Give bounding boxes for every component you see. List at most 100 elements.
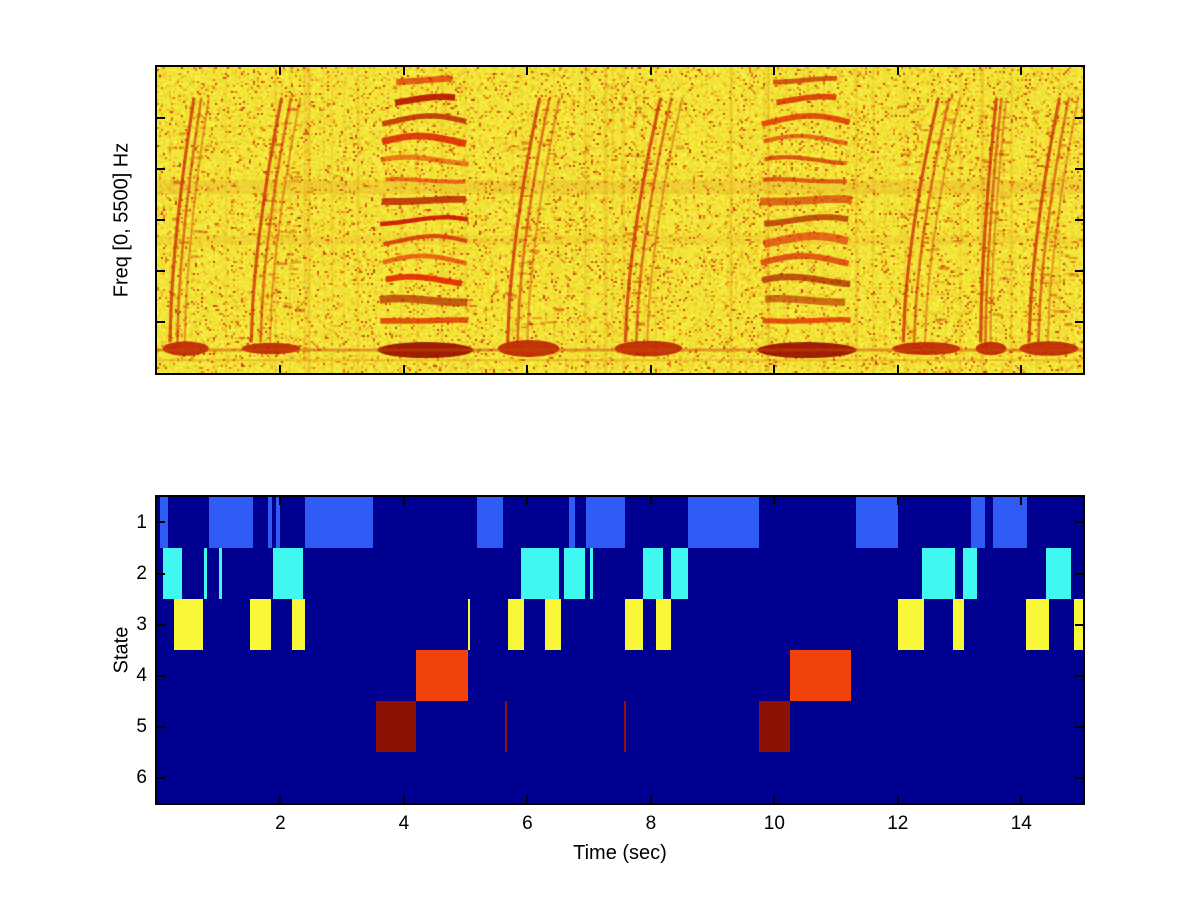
- x-axis-tick: [526, 497, 529, 505]
- state-segment: [174, 599, 204, 650]
- y-tick-label: 2: [136, 562, 147, 584]
- x-axis-tick: [279, 365, 282, 373]
- y-axis-tick: [157, 521, 165, 524]
- x-axis-tick: [1020, 365, 1023, 373]
- y-axis-tick: [157, 725, 165, 728]
- state-segment: [569, 497, 575, 548]
- state-segment: [276, 497, 280, 548]
- state-segment: [467, 599, 470, 650]
- x-axis-tick: [896, 497, 899, 505]
- state-segment: [922, 548, 955, 599]
- x-axis-tick: [649, 67, 652, 75]
- x-axis-tick: [1020, 497, 1023, 505]
- state-segment: [855, 497, 898, 548]
- state-segment: [203, 548, 207, 599]
- x-axis-tick: [773, 365, 776, 373]
- state-segment: [521, 548, 560, 599]
- state-segment: [962, 548, 977, 599]
- x-axis-tick: [279, 795, 282, 803]
- y-tick-label: 1: [136, 511, 147, 533]
- state-segment: [209, 497, 253, 548]
- x-axis-tick: [402, 795, 405, 803]
- x-axis-tick: [649, 497, 652, 505]
- x-tick-label: 10: [763, 813, 785, 834]
- x-axis-tick: [649, 365, 652, 373]
- state-segment: [544, 599, 562, 650]
- state-segment: [970, 497, 986, 548]
- state-segment: [376, 701, 417, 752]
- state-sequence-heatmap: [157, 497, 1083, 803]
- x-tick-label: 6: [522, 813, 533, 834]
- state-segment: [623, 701, 627, 752]
- y-axis-tick: [157, 116, 165, 119]
- y-axis-tick: [157, 776, 165, 779]
- state-segment: [687, 497, 759, 548]
- state-segment: [624, 599, 644, 650]
- y-tick-label: 5: [136, 715, 147, 737]
- state-segment: [416, 650, 469, 701]
- x-tick-label: 12: [887, 813, 909, 834]
- y-axis-tick: [1075, 572, 1083, 575]
- state-segment: [249, 599, 272, 650]
- y-axis-tick: [1075, 776, 1083, 779]
- state-segment: [564, 548, 585, 599]
- state-segment: [671, 548, 688, 599]
- state-segment: [953, 599, 965, 650]
- spectrogram-axes: [155, 65, 1085, 375]
- y-tick-label: 6: [136, 766, 147, 788]
- y-axis-tick: [1075, 269, 1083, 272]
- x-axis-tick: [402, 67, 405, 75]
- x-axis-tick: [773, 67, 776, 75]
- spectrogram-ylabel: Freq [0, 5500] Hz: [110, 142, 133, 298]
- x-axis-tick: [896, 67, 899, 75]
- y-axis-tick: [1075, 623, 1083, 626]
- state-segment: [586, 497, 625, 548]
- y-axis-tick: [157, 674, 165, 677]
- y-axis-tick: [1075, 219, 1083, 221]
- x-axis-tick: [279, 67, 282, 75]
- state-segment: [305, 497, 374, 548]
- x-axis-tick: [896, 365, 899, 373]
- x-axis-tick: [526, 67, 529, 75]
- y-axis-tick: [1075, 674, 1083, 677]
- x-tick-label: 14: [1010, 813, 1032, 834]
- state-segment: [1045, 548, 1071, 599]
- y-axis-tick: [157, 167, 165, 170]
- y-axis-tick: [1075, 321, 1083, 323]
- y-axis-tick: [1075, 167, 1083, 170]
- y-axis-tick: [1075, 725, 1083, 728]
- y-axis-tick: [157, 321, 165, 323]
- state-segment: [1026, 599, 1050, 650]
- x-tick-label: 4: [398, 813, 410, 834]
- x-tick-label: 8: [645, 813, 657, 834]
- x-axis-tick: [526, 795, 529, 803]
- y-axis-tick: [157, 269, 165, 272]
- y-tick-label: 4: [136, 664, 147, 686]
- x-axis-tick: [279, 497, 282, 505]
- state-segment: [590, 548, 594, 599]
- state-segment: [291, 599, 306, 650]
- x-axis-tick: [402, 365, 405, 373]
- state-segment: [897, 599, 924, 650]
- state-segment: [655, 599, 672, 650]
- x-tick-label: 2: [275, 813, 286, 834]
- x-axis-tick: [649, 795, 652, 803]
- y-axis-tick: [157, 623, 165, 626]
- y-axis-tick: [157, 572, 165, 575]
- state-segment: [218, 548, 222, 599]
- y-axis-tick: [157, 219, 165, 221]
- state-axes: [155, 495, 1085, 805]
- state-segment: [273, 548, 304, 599]
- state-segment: [507, 599, 525, 650]
- x-axis-tick: [1020, 795, 1023, 803]
- state-segment: [993, 497, 1028, 548]
- state-segment: [504, 701, 508, 752]
- time-axis-label: Time (sec): [573, 842, 667, 864]
- state-segment: [643, 548, 664, 599]
- x-axis-tick: [773, 795, 776, 803]
- state-segment: [163, 548, 182, 599]
- y-axis-tick: [1075, 116, 1083, 119]
- state-segment: [758, 701, 790, 752]
- spectrogram-image: [157, 67, 1083, 373]
